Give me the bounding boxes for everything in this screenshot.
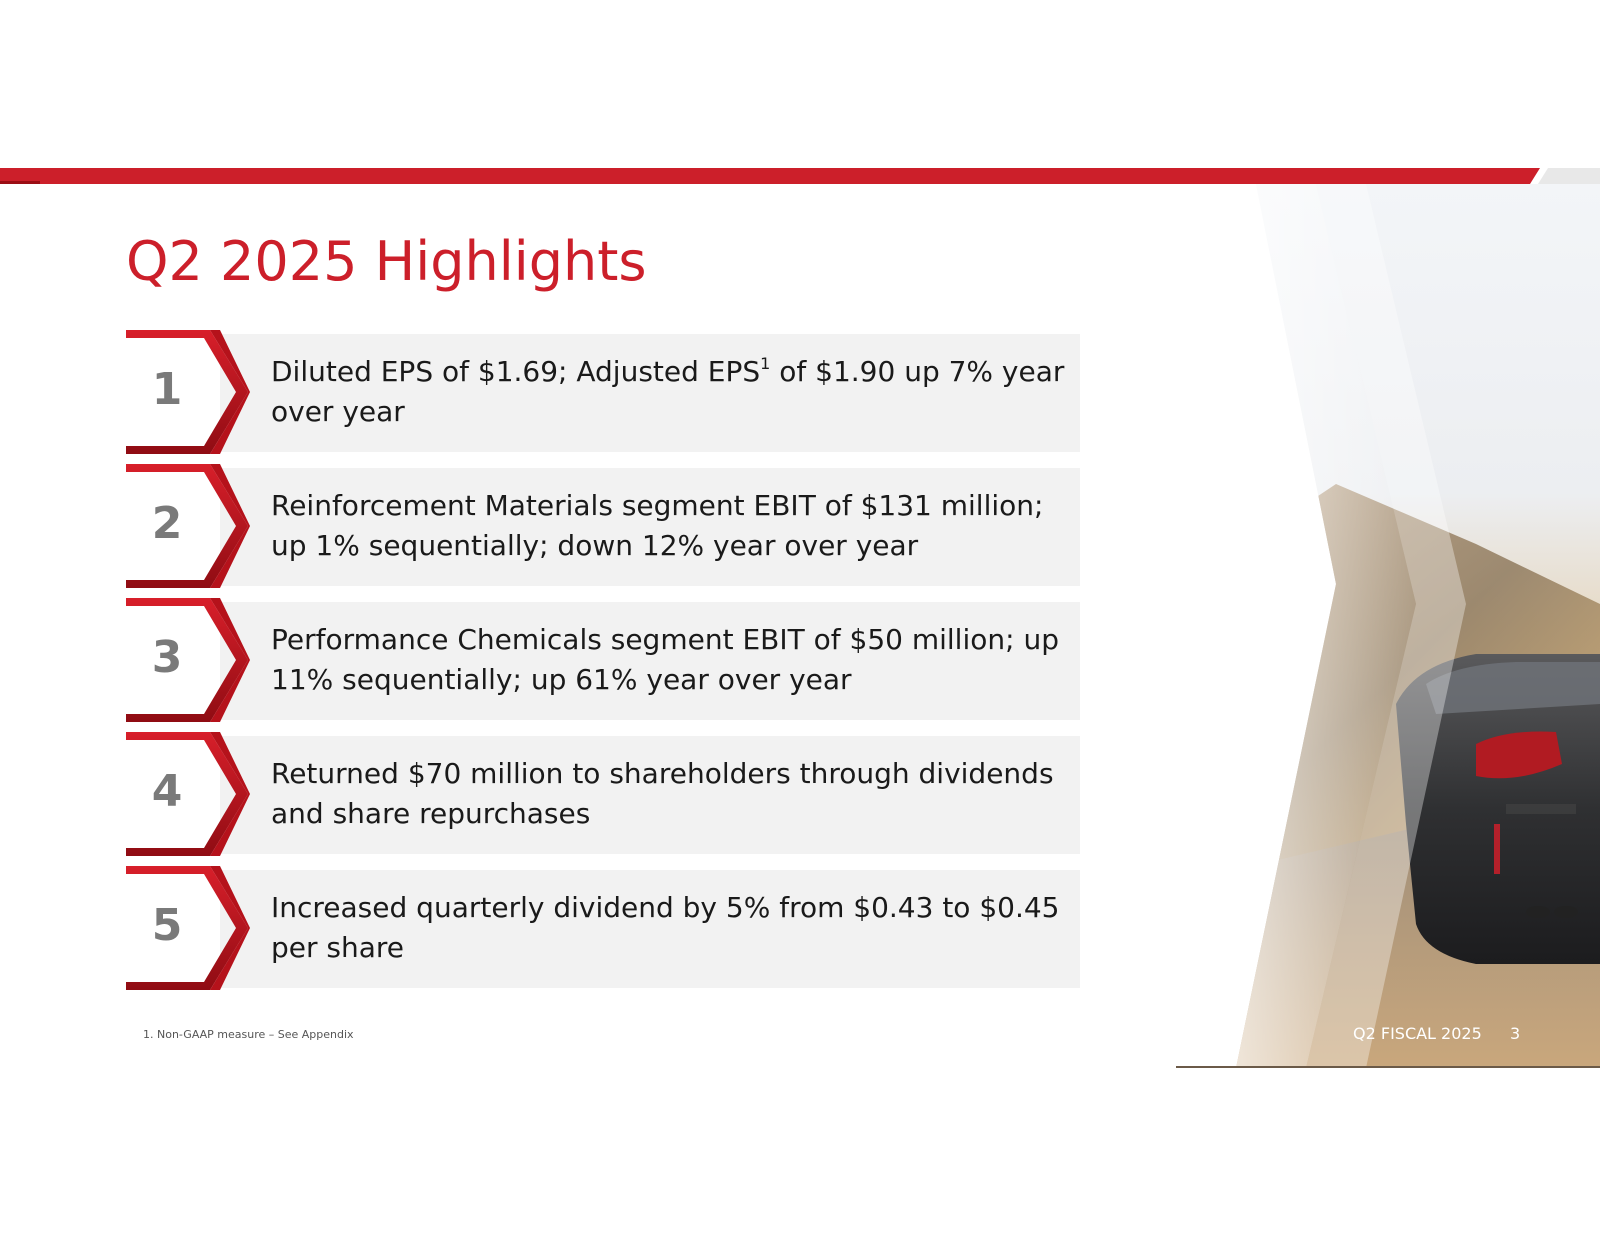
car-on-road-photo: [1176, 184, 1600, 1068]
highlight-item-5: 5 Increased quarterly dividend by 5% fro…: [126, 866, 1080, 990]
footnote-marker: 1: [760, 354, 771, 373]
highlight-number: 1: [151, 364, 183, 415]
footer-label: Q2 FISCAL 2025: [1353, 1024, 1482, 1043]
highlight-text-box: [220, 334, 1080, 452]
highlight-number: 5: [151, 900, 183, 951]
highlight-text-part: of $1.90 up 7% year over year: [271, 355, 1065, 428]
highlight-text: Reinforcement Materials segment EBIT of …: [271, 489, 1044, 562]
chevron-right-icon: [126, 598, 250, 722]
highlight-item-1: 1 Diluted EPS of $1.69; Adjusted EPS1 of…: [126, 330, 1080, 454]
highlight-item-4: 4 Returned $70 million to shareholders t…: [126, 732, 1080, 856]
page-number: 3: [1510, 1024, 1521, 1043]
highlight-text-part: Diluted EPS of $1.69; Adjusted EPS: [271, 355, 761, 388]
highlight-text-box: [220, 736, 1080, 854]
chevron-right-icon: [126, 464, 250, 588]
chevron-right-icon: [126, 330, 250, 454]
footnote: 1. Non-GAAP measure – See Appendix: [143, 1028, 354, 1041]
highlight-text: Returned $70 million to shareholders thr…: [271, 757, 1054, 830]
highlight-item-2: 2 Reinforcement Materials segment EBIT o…: [126, 464, 1080, 588]
highlights-list: 1 Diluted EPS of $1.69; Adjusted EPS1 of…: [126, 330, 1080, 1000]
highlight-number: 2: [151, 498, 183, 549]
highlight-item-3: 3 Performance Chemicals segment EBIT of …: [126, 598, 1080, 722]
highlight-text-box: [220, 602, 1080, 720]
slide-title: Q2 2025 Highlights: [126, 230, 647, 293]
highlight-text-box: [220, 870, 1080, 988]
highlight-text: Performance Chemicals segment EBIT of $5…: [271, 623, 1059, 696]
highlight-number: 3: [151, 632, 183, 683]
chevron-right-icon: [126, 866, 250, 990]
highlight-number: 4: [151, 766, 183, 817]
highlight-text: Increased quarterly dividend by 5% from …: [271, 891, 1060, 964]
top-red-band: [0, 168, 1600, 184]
highlight-text-box: [220, 468, 1080, 586]
highlight-text: Diluted EPS of $1.69; Adjusted EPS1 of $…: [271, 352, 1071, 432]
chevron-right-icon: [126, 732, 250, 856]
